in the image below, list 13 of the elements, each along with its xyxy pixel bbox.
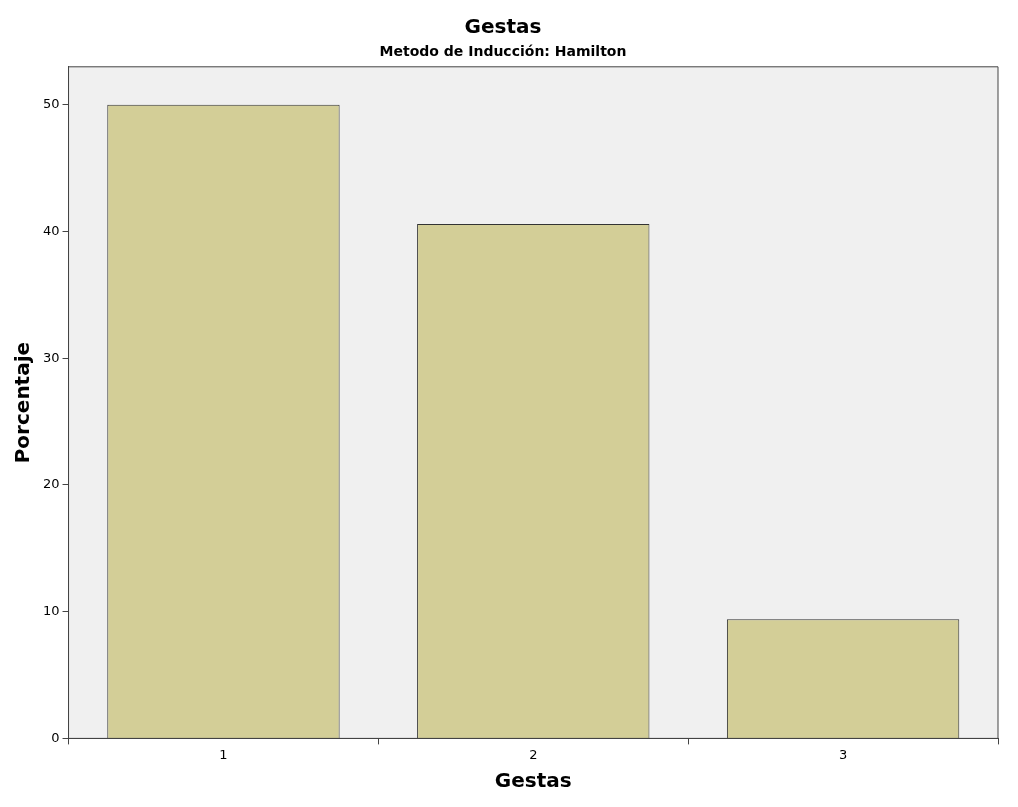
y-tick-label: 50 [43, 96, 60, 112]
x-tick-label: 2 [529, 746, 538, 762]
x-tick-label: 3 [838, 746, 848, 762]
y-tick-label: 20 [43, 476, 60, 492]
y-tick-label: 30 [43, 349, 60, 365]
chart-title: Gestas [464, 14, 542, 39]
y-axis-title: Porcentaje [10, 341, 35, 464]
x-tick-label: 1 [219, 746, 228, 762]
chart-subtitle: Metodo de Inducción: Hamilton [379, 43, 627, 60]
y-tick-label: 0 [51, 729, 60, 745]
y-tick-label: 10 [43, 603, 60, 619]
y-tick-label: 40 [43, 222, 60, 238]
x-axis-title: Gestas [494, 768, 572, 793]
